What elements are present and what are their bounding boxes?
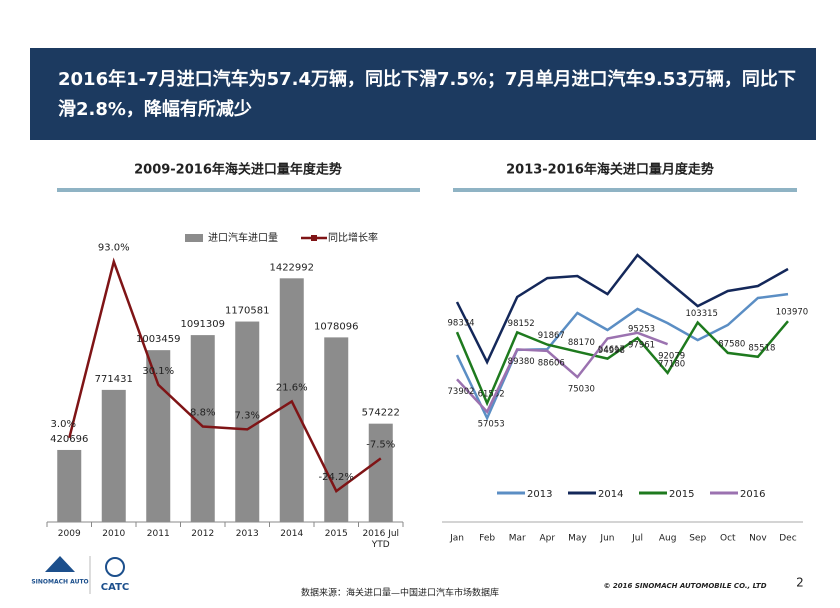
chart-title: 2009-2016年海关进口量年度走势 (134, 162, 342, 178)
bar (368, 423, 393, 522)
logo-text: SINOMACH AUTO (31, 579, 88, 586)
data-label: 88606 (538, 358, 565, 368)
legend-label: 2016 (740, 489, 765, 500)
data-label: 103315 (685, 309, 717, 319)
data-label: 88170 (568, 338, 595, 348)
line-value-label: -24.2% (319, 472, 354, 483)
x-tick-label: Nov (749, 534, 767, 544)
data-label: 73902 (448, 387, 475, 397)
bar-value-label: 1170581 (225, 306, 270, 317)
line-value-label: 7.3% (235, 410, 260, 421)
x-tick-label: 2010 (102, 529, 126, 539)
source-note: 数据来源：海关进口量—中国进口汽车市场数据库 (301, 587, 499, 599)
data-label: 98334 (448, 319, 475, 329)
logo-icon (105, 557, 125, 577)
x-tick-label: Feb (479, 534, 495, 544)
bar-value-label: 1078096 (314, 321, 359, 332)
legend-label: 2015 (669, 489, 694, 500)
x-tick-label: Oct (720, 534, 736, 544)
x-tick-label: 2011 (146, 529, 170, 539)
legend-label: 2013 (527, 489, 552, 500)
series-line (455, 253, 789, 365)
line-value-label: 21.6% (276, 382, 308, 393)
data-label: 97961 (628, 340, 655, 350)
legend-label: 2014 (598, 489, 623, 500)
data-label: 103970 (776, 308, 808, 318)
x-tick-label: 2016 Jul YTD (362, 529, 400, 550)
bar (101, 389, 126, 522)
bar-value-label: 1091309 (180, 319, 225, 330)
data-label: 84617 (598, 345, 625, 355)
logo-text: CATC (101, 582, 129, 593)
legend-marker (311, 235, 317, 241)
data-label: 95253 (628, 325, 655, 335)
data-label: 92079 (658, 352, 685, 362)
data-label: 85518 (748, 343, 775, 353)
line-value-label: 8.8% (190, 407, 215, 418)
data-label: 57053 (478, 419, 505, 429)
data-label: 94998 (598, 346, 625, 356)
x-tick-label: 2009 (57, 529, 81, 539)
data-label: 61532 (478, 390, 505, 400)
x-tick-label: Mar (509, 534, 526, 544)
x-tick-label: Sep (689, 534, 706, 544)
x-tick-label: Jan (449, 534, 464, 544)
data-label: 75030 (568, 385, 595, 395)
bar-value-label: 1422992 (269, 262, 314, 273)
copyright: © 2016 SINOMACH AUTOMOBILE CO., LTD (603, 582, 766, 590)
bar-value-label: 420696 (50, 434, 88, 445)
page-number: 2 (796, 576, 804, 590)
legend-label: 同比增长率 (328, 231, 378, 244)
data-label: 89380 (508, 357, 535, 367)
bar-value-label: 1003459 (136, 334, 181, 345)
bar (324, 337, 349, 522)
legend-label: 进口汽车进口量 (208, 231, 278, 244)
bar (235, 321, 260, 522)
bar (57, 449, 82, 522)
x-tick-label: 2013 (235, 529, 259, 539)
x-tick-label: Aug (659, 534, 677, 544)
line-value-label: 93.0% (98, 243, 130, 254)
bar-value-label: 771431 (95, 374, 133, 385)
x-tick-label: Jul (631, 534, 643, 544)
bar-value-label: 574222 (362, 408, 400, 419)
line-value-label: -7.5% (366, 439, 395, 450)
x-tick-label: Apr (540, 534, 556, 544)
x-tick-label: Dec (779, 534, 796, 544)
x-tick-label: 2012 (191, 529, 215, 539)
line-value-label: 30.1% (142, 366, 174, 377)
x-tick-label: May (568, 534, 587, 544)
series-line (456, 331, 669, 414)
logo-icon (45, 556, 75, 572)
data-label: 77180 (658, 359, 685, 369)
data-label: 91867 (538, 331, 565, 341)
header-title: 2016年1-7月进口汽车为57.4万辆，同比下滑7.5%；7月单月进口汽车9.… (30, 48, 816, 140)
growth-line (68, 257, 382, 493)
chart-title: 2013-2016年海关进口量月度走势 (506, 162, 714, 178)
x-tick-label: 2015 (324, 529, 348, 539)
x-tick-label: 2014 (280, 529, 304, 539)
bar (190, 335, 215, 522)
legend-swatch (185, 234, 203, 242)
bar (146, 350, 171, 522)
series-line (455, 320, 789, 407)
data-label: 98152 (508, 319, 535, 329)
x-tick-label: Jun (599, 534, 614, 544)
data-label: 87580 (718, 339, 745, 349)
line-value-label: 3.0% (51, 419, 76, 430)
